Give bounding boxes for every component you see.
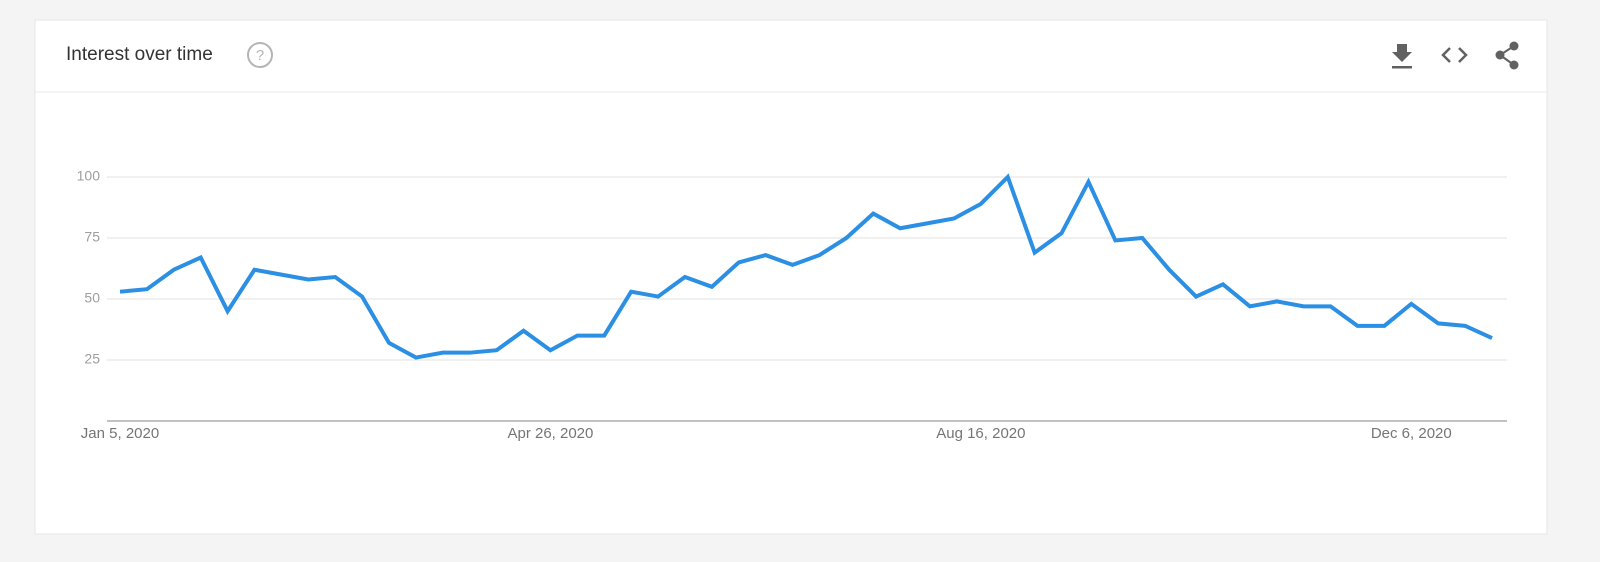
help-icon[interactable]: ?: [247, 42, 273, 68]
download-button[interactable]: [1392, 44, 1412, 69]
x-tick-label: Dec 6, 2020: [1371, 425, 1452, 442]
svg-text:?: ?: [256, 47, 264, 64]
y-tick-label: 75: [84, 229, 100, 245]
embed-button[interactable]: [1441, 47, 1468, 63]
x-tick-label: Apr 26, 2020: [507, 425, 593, 442]
chart-title: Interest over time: [66, 44, 213, 65]
card: [34, 19, 1548, 535]
share-button[interactable]: [1495, 41, 1519, 70]
x-tick-label: Aug 16, 2020: [936, 425, 1025, 442]
line-series: [119, 173, 1493, 360]
y-tick-label: 25: [84, 351, 100, 367]
x-tick-label: Jan 5, 2020: [81, 425, 159, 442]
y-tick-label: 50: [84, 290, 100, 306]
y-tick-label: 100: [77, 168, 101, 184]
